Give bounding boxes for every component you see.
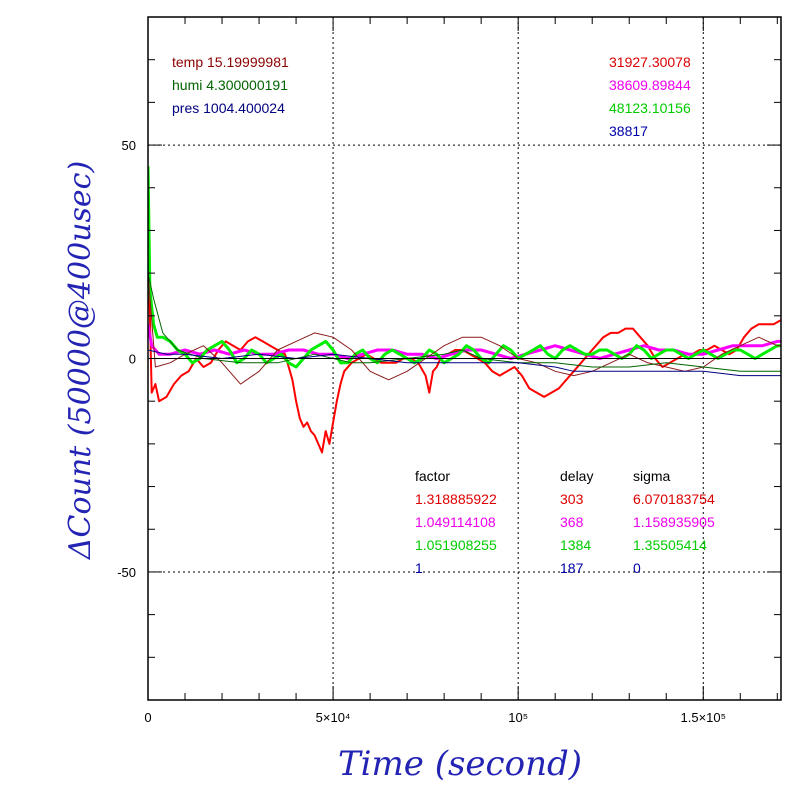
tick-labels: 0 5×10⁴ 10⁵ 1.5×10⁵ 50 0 -50 — [117, 138, 726, 725]
series-line-5 — [148, 349, 781, 377]
fit-table-header: delay — [560, 468, 593, 484]
fit-factor-value: 1 — [415, 560, 423, 576]
fit-factor-value: 1.051908255 — [415, 537, 497, 553]
y-axis-title: ΔCount (50000@400usec) — [63, 161, 98, 560]
fit-delay-value: 303 — [560, 491, 584, 507]
count-label: 48123.10156 — [609, 100, 691, 116]
fit-sigma-value: 6.070183754 — [633, 491, 715, 507]
fit-delay-value: 187 — [560, 560, 584, 576]
x-tick-label: 10⁵ — [508, 710, 528, 725]
fit-delay-value: 368 — [560, 514, 584, 530]
fit-parameters-table: factor delay sigma 1.318885922 303 6.07018375… — [415, 468, 715, 576]
env-label: humi 4.300000191 — [172, 77, 288, 93]
count-labels: 31927.30078 38609.89844 48123.10156 38817 — [609, 54, 691, 139]
fit-table-header: factor — [415, 468, 450, 484]
data-series — [148, 166, 781, 454]
axis-ticks — [147, 17, 781, 700]
count-label: 38817 — [609, 123, 648, 139]
fit-factor-value: 1.049114108 — [415, 514, 496, 530]
x-axis-title: Time (second) — [338, 744, 582, 784]
fit-table-header: sigma — [633, 468, 671, 484]
fit-delay-value: 1384 — [560, 537, 591, 553]
count-label: 31927.30078 — [609, 54, 691, 70]
series-line-2 — [148, 166, 781, 369]
y-tick-label: -50 — [117, 565, 136, 580]
count-label: 38609.89844 — [609, 77, 691, 93]
x-tick-label: 0 — [144, 710, 151, 725]
y-tick-label: 50 — [122, 138, 136, 153]
x-tick-label: 1.5×10⁵ — [681, 710, 727, 725]
env-label: temp 15.19999981 — [172, 54, 289, 70]
fit-sigma-value: 1.158935905 — [633, 514, 715, 530]
y-tick-label: 0 — [129, 352, 136, 367]
fit-sigma-value: 0 — [633, 560, 641, 576]
x-tick-label: 5×10⁴ — [316, 710, 351, 725]
series-line-0 — [148, 251, 781, 454]
fit-sigma-value: 1.35505414 — [633, 537, 707, 553]
environment-labels: temp 15.19999981 humi 4.300000191 pres 100… — [172, 54, 289, 116]
fit-factor-value: 1.318885922 — [415, 491, 497, 507]
env-label: pres 1004.400024 — [172, 100, 285, 116]
